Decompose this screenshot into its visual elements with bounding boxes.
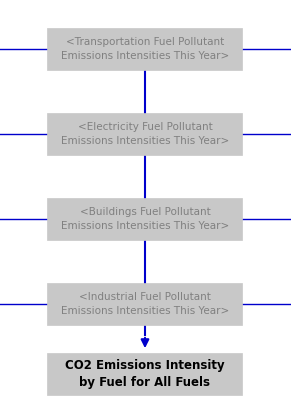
Text: <Transportation Fuel Pollutant
Emissions Intensities This Year>: <Transportation Fuel Pollutant Emissions…	[61, 38, 229, 61]
Text: CO2 Emissions Intensity
by Fuel for All Fuels: CO2 Emissions Intensity by Fuel for All …	[65, 359, 225, 389]
Text: <Industrial Fuel Pollutant
Emissions Intensities This Year>: <Industrial Fuel Pollutant Emissions Int…	[61, 292, 229, 316]
FancyBboxPatch shape	[47, 113, 242, 155]
FancyBboxPatch shape	[47, 28, 242, 70]
Text: <Electricity Fuel Pollutant
Emissions Intensities This Year>: <Electricity Fuel Pollutant Emissions In…	[61, 122, 229, 145]
Text: <Buildings Fuel Pollutant
Emissions Intensities This Year>: <Buildings Fuel Pollutant Emissions Inte…	[61, 207, 229, 231]
FancyBboxPatch shape	[47, 198, 242, 240]
FancyBboxPatch shape	[47, 283, 242, 325]
FancyBboxPatch shape	[47, 353, 242, 395]
